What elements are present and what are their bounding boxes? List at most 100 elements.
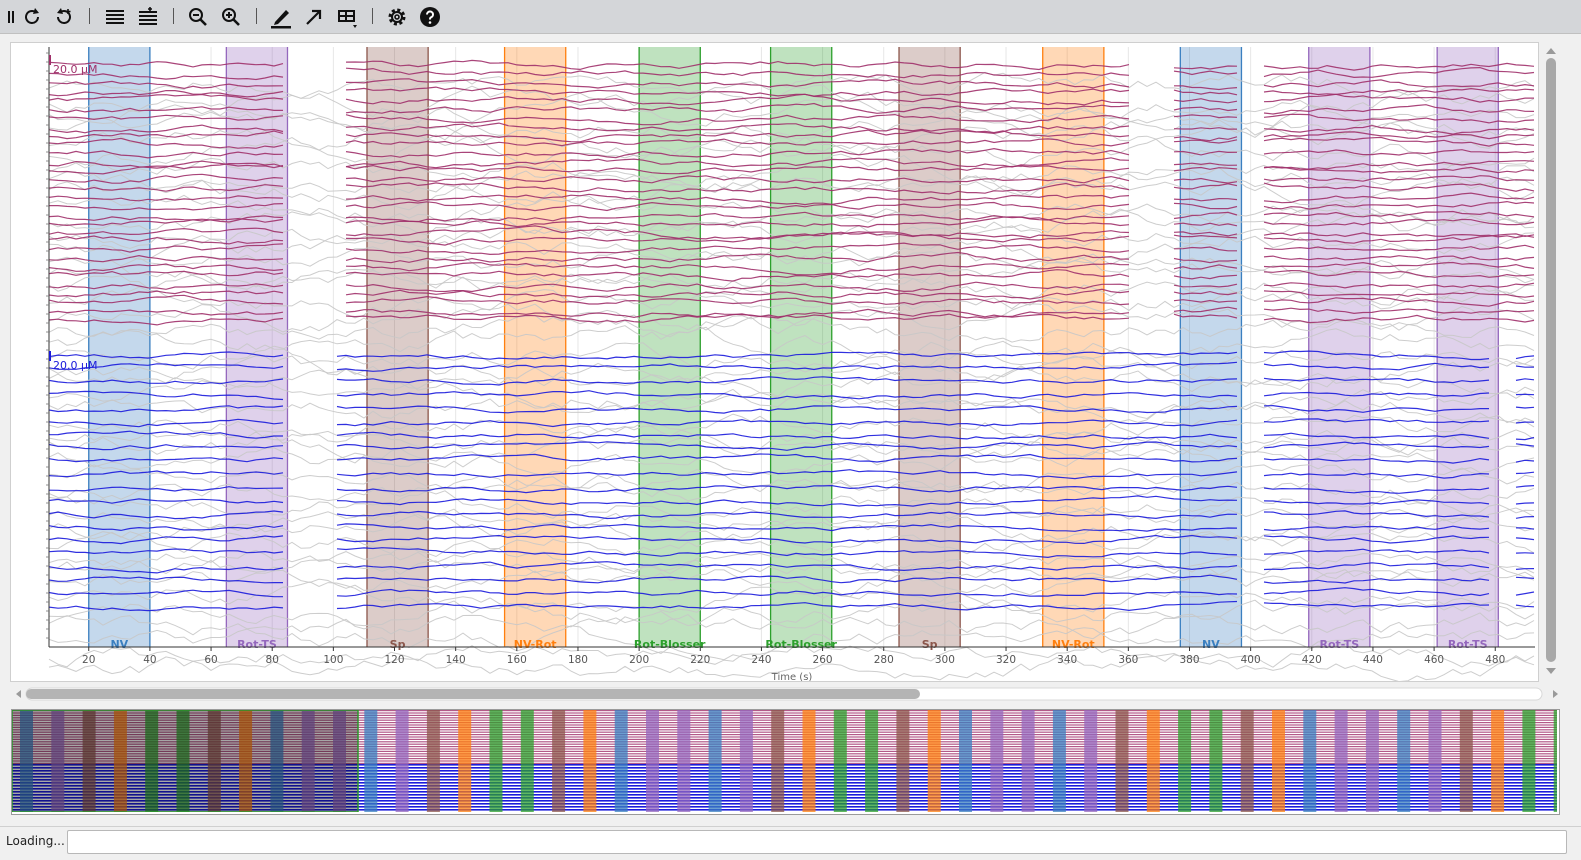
trace-line bbox=[48, 102, 1535, 115]
scroll-left-arrow[interactable] bbox=[16, 690, 21, 698]
toolbar-separator bbox=[256, 8, 257, 24]
overview-band bbox=[802, 710, 816, 812]
overview-band bbox=[865, 710, 879, 812]
zoom-out-button[interactable] bbox=[186, 5, 210, 29]
stimulus-band bbox=[899, 47, 961, 647]
overview-band bbox=[1021, 710, 1035, 812]
arrow-button[interactable] bbox=[302, 5, 326, 29]
overview-band bbox=[1052, 710, 1066, 812]
overview-trace bbox=[12, 794, 1557, 796]
x-tick-label: 440 bbox=[1363, 654, 1383, 666]
trace-line bbox=[48, 246, 1535, 280]
stimulus-band bbox=[639, 47, 701, 647]
trace-line bbox=[48, 231, 1535, 246]
trace-line bbox=[48, 78, 1535, 91]
status-text: Loading... bbox=[6, 834, 65, 848]
trace-line bbox=[48, 213, 1535, 250]
trace-line bbox=[48, 392, 1535, 424]
trace-line bbox=[48, 404, 1535, 414]
layout-dropdown-icon bbox=[338, 10, 357, 28]
trace-line bbox=[48, 122, 1535, 135]
overview-trace bbox=[12, 719, 1557, 721]
trace-plot-svg[interactable]: NV Rot-TS Sp NV-Rot Rot-Blosser Rot-Blosser Sp… bbox=[11, 43, 1538, 681]
trace-line bbox=[48, 225, 1535, 240]
band-label: NV-Rot bbox=[514, 638, 557, 651]
overview-trace bbox=[12, 734, 1557, 736]
compress-lines-button[interactable] bbox=[103, 5, 127, 29]
trace-line bbox=[48, 430, 1535, 441]
toolbar-separator bbox=[173, 8, 174, 24]
trace-line bbox=[48, 122, 1535, 157]
vertical-scrollbar[interactable] bbox=[1543, 44, 1559, 678]
trace-line bbox=[48, 587, 1535, 598]
help-button[interactable] bbox=[418, 5, 442, 29]
trace-line bbox=[48, 59, 1535, 71]
trace-line bbox=[48, 574, 1535, 584]
scroll-down-arrow[interactable] bbox=[1546, 668, 1556, 674]
settings-gear-button[interactable] bbox=[385, 5, 409, 29]
overview-band bbox=[51, 710, 65, 812]
settings-gear-icon bbox=[388, 8, 406, 26]
overview-band bbox=[1303, 710, 1317, 812]
trace-line bbox=[48, 288, 1535, 300]
overview-band bbox=[520, 710, 534, 812]
overview-trace bbox=[12, 782, 1557, 784]
horizontal-scroll-thumb[interactable] bbox=[26, 689, 920, 699]
x-tick-label: 20 bbox=[82, 654, 95, 666]
overview-band bbox=[489, 710, 503, 812]
draw-pen-button[interactable] bbox=[269, 5, 293, 29]
draw-pen-icon bbox=[271, 10, 291, 29]
overview-trace bbox=[12, 726, 1557, 728]
undo-rotate-icon bbox=[25, 8, 39, 24]
trace-line bbox=[48, 418, 1535, 428]
overview-minimap-svg[interactable] bbox=[11, 709, 1567, 813]
vertical-scroll-thumb[interactable] bbox=[1546, 58, 1556, 662]
trace-line bbox=[48, 147, 1535, 159]
overview-band bbox=[1084, 710, 1098, 812]
status-bar: Loading... bbox=[0, 826, 1581, 860]
trace-line bbox=[48, 464, 1535, 494]
overview-band bbox=[20, 710, 33, 812]
band-label: Sp bbox=[922, 638, 938, 651]
undo-rotate-button[interactable] bbox=[20, 5, 44, 29]
trace-line bbox=[48, 413, 1535, 439]
scroll-up-arrow[interactable] bbox=[1546, 48, 1556, 54]
overview-trace bbox=[12, 722, 1557, 724]
overview-trace bbox=[12, 800, 1557, 802]
x-tick-label: 420 bbox=[1302, 654, 1322, 666]
zoom-in-button[interactable] bbox=[219, 5, 243, 29]
trace-plot[interactable]: NV Rot-TS Sp NV-Rot Rot-Blosser Rot-Blosser Sp… bbox=[10, 42, 1539, 682]
overview-trace bbox=[12, 729, 1557, 731]
overview-trace bbox=[12, 779, 1557, 781]
overview-viewport[interactable] bbox=[11, 709, 359, 813]
x-tick-label: 80 bbox=[266, 654, 279, 666]
pause-button[interactable] bbox=[2, 5, 26, 29]
redo-rotate-button[interactable] bbox=[52, 5, 76, 29]
trace-line bbox=[48, 534, 1535, 545]
overview-band bbox=[1115, 710, 1129, 812]
toolbar bbox=[0, 0, 1581, 34]
toolbar-separator bbox=[89, 8, 90, 24]
horizontal-scrollbar[interactable] bbox=[14, 687, 1560, 701]
trace-line bbox=[48, 129, 1535, 143]
overview-band bbox=[1459, 710, 1473, 812]
scroll-right-arrow[interactable] bbox=[1553, 690, 1558, 698]
overview-band bbox=[301, 710, 315, 812]
expand-lines-button[interactable] bbox=[136, 5, 160, 29]
overview-band bbox=[1491, 710, 1505, 812]
trace-line bbox=[48, 469, 1535, 480]
layout-dropdown-button[interactable] bbox=[336, 5, 360, 29]
x-tick-label: 240 bbox=[751, 654, 771, 666]
x-tick-label: 220 bbox=[690, 654, 710, 666]
overview-band bbox=[113, 710, 127, 812]
compress-lines-icon bbox=[106, 10, 124, 24]
stimulus-band bbox=[1180, 47, 1242, 647]
stimulus-bands bbox=[88, 47, 1499, 647]
x-tick-label: 480 bbox=[1485, 654, 1505, 666]
band-label: Rot-Blosser bbox=[634, 638, 706, 651]
band-label: Rot-TS bbox=[237, 638, 277, 651]
overview-minimap[interactable] bbox=[11, 709, 1567, 815]
trace-line bbox=[48, 269, 1535, 282]
x-tick-label: 140 bbox=[446, 654, 466, 666]
trace-line bbox=[48, 547, 1535, 579]
